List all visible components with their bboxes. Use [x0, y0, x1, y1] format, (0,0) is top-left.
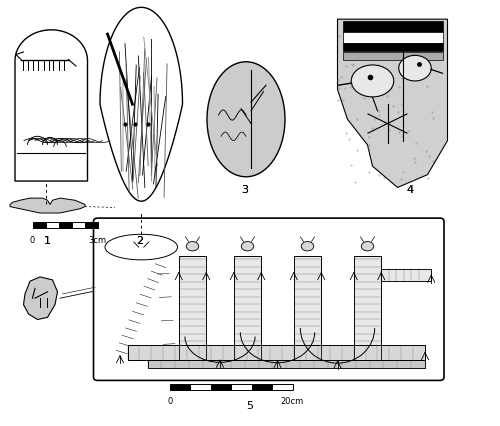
Text: 3: 3: [242, 184, 248, 195]
Bar: [382, 269, 432, 281]
Text: 0: 0: [168, 397, 172, 406]
Text: 5: 5: [246, 400, 254, 411]
Bar: [354, 256, 382, 360]
Bar: [294, 256, 321, 360]
Ellipse shape: [105, 234, 178, 260]
Ellipse shape: [186, 242, 199, 251]
Bar: [294, 256, 321, 360]
Polygon shape: [141, 259, 169, 294]
Bar: [190, 384, 211, 390]
Polygon shape: [24, 277, 58, 320]
Bar: [179, 256, 206, 360]
Polygon shape: [156, 262, 177, 356]
Text: 2: 2: [136, 236, 143, 246]
Bar: [128, 345, 425, 360]
Bar: [234, 256, 261, 360]
Ellipse shape: [207, 62, 285, 177]
Bar: [252, 384, 272, 390]
FancyBboxPatch shape: [94, 218, 444, 380]
Bar: [148, 360, 425, 368]
Text: 1: 1: [44, 236, 51, 246]
Bar: [211, 384, 231, 390]
Text: 20cm: 20cm: [281, 397, 304, 406]
Bar: [128, 345, 425, 360]
Polygon shape: [126, 290, 154, 328]
Polygon shape: [100, 7, 182, 201]
Bar: [382, 269, 432, 281]
Bar: [342, 43, 442, 51]
Bar: [170, 384, 190, 390]
Ellipse shape: [301, 242, 314, 251]
Bar: [58, 222, 71, 228]
Polygon shape: [10, 198, 85, 213]
Bar: [46, 222, 59, 228]
Text: 4: 4: [406, 184, 414, 195]
Ellipse shape: [352, 65, 394, 97]
Bar: [179, 256, 206, 360]
Bar: [272, 384, 292, 390]
Ellipse shape: [361, 242, 374, 251]
Bar: [148, 360, 425, 368]
Bar: [32, 222, 46, 228]
Polygon shape: [338, 19, 448, 187]
Text: 4: 4: [406, 184, 414, 195]
Bar: [234, 256, 261, 360]
Polygon shape: [15, 30, 88, 181]
Text: 2: 2: [136, 236, 143, 246]
Bar: [84, 222, 98, 228]
Bar: [354, 256, 382, 360]
Bar: [342, 21, 442, 32]
Text: 1: 1: [44, 236, 51, 246]
Text: 3: 3: [242, 184, 248, 195]
Bar: [72, 222, 85, 228]
Bar: [231, 384, 252, 390]
Ellipse shape: [241, 242, 254, 251]
Ellipse shape: [399, 55, 432, 81]
Polygon shape: [114, 324, 139, 358]
Text: 3cm: 3cm: [88, 236, 106, 245]
Bar: [342, 32, 442, 43]
Bar: [342, 52, 442, 60]
Text: 0: 0: [30, 236, 35, 245]
